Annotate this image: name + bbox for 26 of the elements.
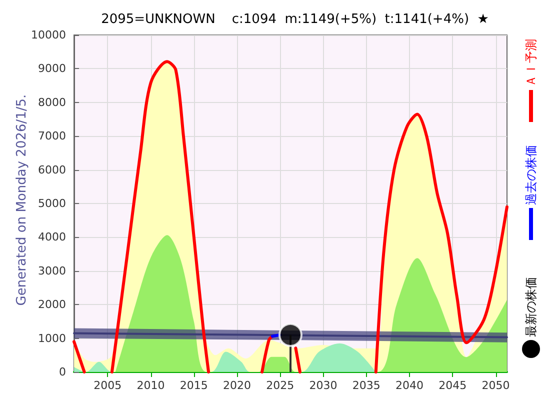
y-tick-label: 2000 [38,298,66,312]
x-tick-label: 2035 [352,379,380,392]
y-tick-label: 10000 [31,28,66,42]
x-tick-label: 2010 [136,379,165,392]
y-tick-label: 1000 [38,332,66,345]
y-tick-label: 7000 [38,130,66,143]
x-tick-label: 2005 [94,379,122,392]
y-tick-label: 5000 [38,197,66,210]
x-tick-label: 2015 [180,379,208,392]
y-tick-label: 0 [59,366,66,378]
x-tick-label: 2045 [438,379,467,392]
text: 最新の株価 [524,277,538,337]
x-tick-label: 2020 [223,379,252,392]
text: Generated on Monday 2026/1/5. [14,94,30,306]
y-tick-label: 6000 [38,163,66,176]
y-tick-label: 4000 [38,230,66,244]
y-tick-label: 9000 [38,62,66,76]
x-tick-label: 2025 [266,379,294,392]
y-tick-label: 3000 [38,264,66,278]
x-tick-label: 2040 [396,379,424,392]
text: ＡＩ予測 [524,39,538,87]
x-tick-label: 2050 [482,379,510,392]
y-tick-label: 8000 [38,96,66,109]
text: 過去の株価 [524,145,538,205]
chart-title: 2095=UNKNOWN c:1094 m:1149(+5%) t:1141(+4%) ★ [101,12,489,27]
x-tick-label: 2030 [309,379,338,392]
